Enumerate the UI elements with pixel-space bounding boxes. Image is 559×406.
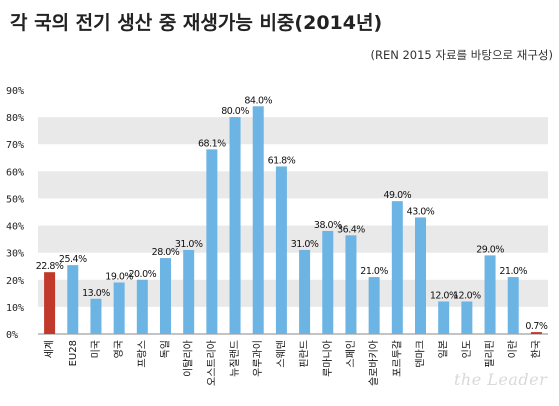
bar — [322, 230, 334, 334]
grid-band — [38, 171, 548, 199]
data-label: 21.0% — [360, 266, 388, 277]
category-labels: 세계 EU28 미국 영국 프랑스 독일 이탈리아 오스트리아 뉴질랜드 우루과이 스웨덴 핀란드 루마… — [44, 340, 543, 386]
category-label: 독일 — [160, 340, 172, 358]
bar — [160, 258, 171, 334]
category-label: 핀란드 — [299, 340, 311, 368]
bar — [113, 282, 125, 334]
y-tick-label: 90% — [6, 86, 24, 97]
category-label: 포르투갈 — [390, 340, 403, 377]
y-tick-label: 70% — [6, 140, 24, 151]
data-label: 20.0% — [128, 269, 156, 280]
bar — [484, 255, 496, 334]
bar — [275, 166, 287, 334]
data-label: 29.0% — [476, 244, 504, 255]
category-label: 덴마크 — [415, 340, 427, 368]
data-label: 25.4% — [59, 254, 87, 265]
bar — [206, 149, 218, 334]
y-tick-label: 50% — [6, 194, 24, 205]
category-label: 인도 — [461, 340, 473, 358]
data-label: 36.4% — [337, 224, 365, 235]
data-label: 38.0% — [314, 220, 342, 231]
category-label: 스웨덴 — [275, 340, 287, 368]
y-tick-label: 80% — [6, 113, 24, 124]
y-tick-label: 40% — [6, 222, 24, 233]
data-label: 12.0% — [430, 290, 458, 301]
data-label: 19.0% — [105, 271, 133, 282]
bars — [44, 106, 542, 335]
bar — [183, 249, 195, 334]
bar — [44, 272, 56, 334]
category-label: 일본 — [438, 340, 450, 358]
watermark-logo: the Leader — [454, 370, 548, 389]
category-label: 필리핀 — [484, 340, 496, 368]
data-label: 28.0% — [152, 247, 180, 258]
category-label: 이탈리아 — [182, 340, 195, 377]
bar — [415, 217, 426, 334]
category-label: EU28 — [68, 340, 79, 366]
bar — [90, 298, 102, 334]
data-label: 31.0% — [291, 239, 319, 250]
chart-subtitle: (REN 2015 자료를 바탕으로 재구성) — [370, 48, 553, 62]
category-label: 이란 — [507, 340, 519, 358]
bar — [391, 201, 403, 334]
data-label: 22.8% — [36, 261, 64, 272]
data-label: 43.0% — [407, 206, 435, 217]
chart-title: 각 국의 전기 생산 중 재생가능 비중(2014년) — [10, 12, 383, 34]
data-label: 13.0% — [82, 288, 110, 299]
bar — [507, 277, 519, 334]
category-label: 뉴질랜드 — [229, 340, 241, 377]
data-label: 61.8% — [268, 155, 296, 166]
grid-band — [38, 225, 548, 253]
data-label: 80.0% — [221, 106, 249, 117]
category-label: 세계 — [44, 340, 56, 358]
data-label: 0.7% — [525, 321, 548, 332]
category-label: 오스트리아 — [206, 340, 218, 386]
y-tick-label: 30% — [6, 249, 24, 260]
category-label: 한국 — [530, 340, 542, 358]
bar — [136, 279, 148, 334]
bar — [530, 332, 542, 334]
y-axis-ticks: 0% 10% 20% 30% 40% 50% 60% 70% 80% 90% — [6, 86, 24, 341]
category-label: 미국 — [90, 340, 102, 358]
data-labels: 22.8%25.4%13.0%19.0%20.0%28.0%31.0%68.1%… — [36, 95, 549, 332]
bar — [252, 106, 264, 335]
category-label: 슬로바키아 — [368, 340, 380, 386]
category-label: 스페인 — [345, 340, 357, 368]
data-label: 12.0% — [453, 290, 481, 301]
data-label: 31.0% — [175, 239, 203, 250]
bar — [345, 235, 357, 334]
category-label: 영국 — [113, 340, 125, 358]
bar — [438, 301, 450, 334]
data-label: 49.0% — [383, 190, 411, 201]
bar — [368, 277, 380, 334]
grid-band — [38, 117, 548, 145]
data-label: 84.0% — [244, 95, 272, 106]
y-tick-label: 0% — [6, 330, 18, 341]
y-tick-label: 60% — [6, 167, 24, 178]
y-tick-label: 10% — [6, 303, 24, 314]
category-label: 루마니아 — [322, 340, 334, 377]
bar — [229, 117, 241, 334]
data-label: 68.1% — [198, 138, 226, 149]
bar — [299, 249, 311, 334]
y-tick-label: 20% — [6, 276, 24, 287]
bar — [461, 301, 473, 334]
data-label: 21.0% — [499, 266, 527, 277]
category-label: 프랑스 — [136, 340, 148, 368]
grid-bands — [38, 117, 548, 307]
category-label: 우루과이 — [252, 340, 264, 377]
bar — [67, 265, 79, 334]
